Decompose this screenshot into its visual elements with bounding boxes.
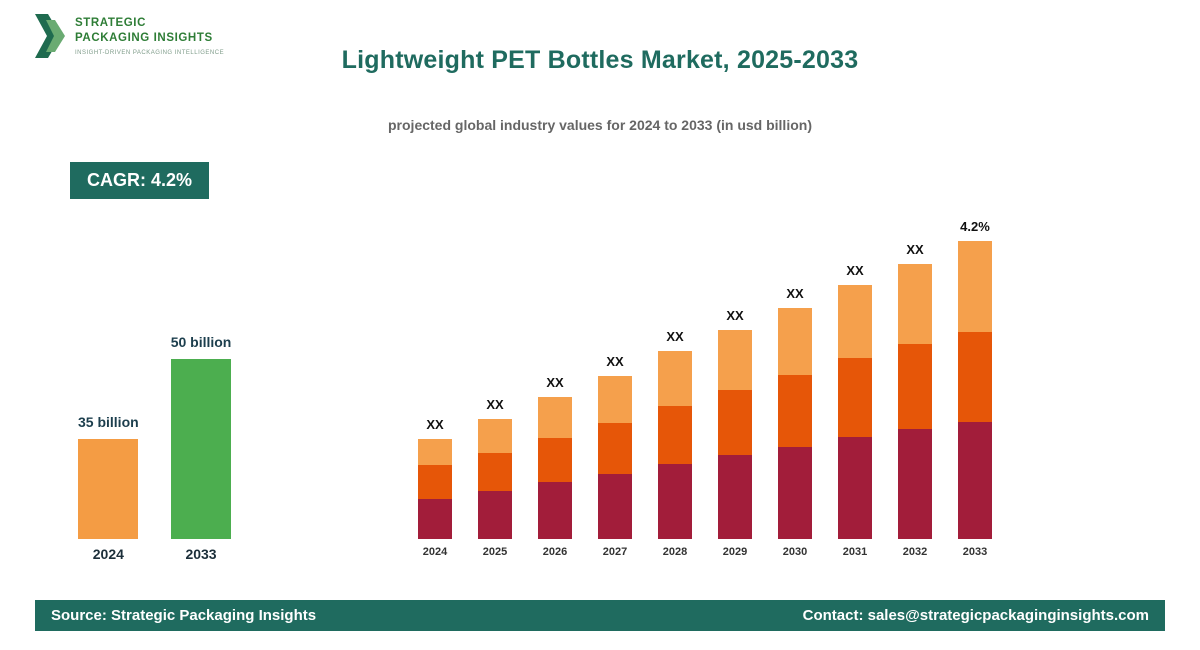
stacked-bar [778, 308, 812, 539]
logo-chevron-icon [35, 14, 65, 58]
segment-bottom [478, 491, 512, 539]
stacked-bar [598, 376, 632, 539]
stacked-bar-chart: XX 2024 XX 2025 XX 2026 XX 2027 XX 2028 XX 2029 XX 20… [418, 219, 992, 558]
stacked-bar-column: XX 2032 [898, 242, 932, 558]
axis-year-label: 2029 [722, 546, 748, 558]
stacked-bar [898, 264, 932, 539]
segment-bottom [658, 464, 692, 539]
segment-middle [538, 438, 572, 482]
segment-middle [598, 423, 632, 474]
stacked-bar-column: XX 2024 [418, 417, 452, 558]
stacked-bar-column: XX 2029 [718, 308, 752, 558]
logo-name-line1: STRATEGIC [75, 17, 146, 30]
segment-bottom [838, 437, 872, 539]
cagr-badge: CAGR: 4.2% [70, 162, 210, 199]
stacked-bar [838, 285, 872, 539]
axis-year-label: 2025 [482, 546, 508, 558]
segment-top [598, 376, 632, 423]
logo-text: STRATEGIC PACKAGING INSIGHTS INSIGHT-DRI… [75, 16, 224, 56]
segment-top [658, 351, 692, 406]
segment-top [718, 330, 752, 390]
bar [171, 359, 232, 539]
bar-value-label: XX [906, 242, 924, 257]
page-title: Lightweight PET Bottles Market, 2025-203… [341, 46, 859, 74]
axis-year-label: 2033 [962, 546, 988, 558]
segment-bottom [898, 429, 932, 539]
segment-top [538, 397, 572, 438]
segment-top [778, 308, 812, 375]
segment-middle [898, 344, 932, 429]
bar-value-label: XX [666, 329, 684, 344]
footer-bar: Source: Strategic Packaging Insights Con… [35, 600, 1165, 631]
segment-middle [478, 453, 512, 491]
stacked-bar [418, 439, 452, 539]
stacked-bar-column: XX 2028 [658, 329, 692, 558]
bar-value-label: XX [546, 375, 564, 390]
stacked-bar-column: XX 2027 [598, 354, 632, 558]
stacked-bar [538, 397, 572, 539]
axis-year-label: 2024 [422, 546, 448, 558]
segment-bottom [538, 482, 572, 539]
stacked-bar-column: 4.2% 2033 [958, 219, 992, 558]
axis-year-label: 2031 [842, 546, 868, 558]
segment-middle [718, 390, 752, 455]
page-subtitle: projected global industry values for 202… [388, 117, 812, 133]
segment-middle [658, 406, 692, 464]
segment-top [898, 264, 932, 344]
segment-bottom [778, 447, 812, 539]
brand-logo: STRATEGIC PACKAGING INSIGHTS INSIGHT-DRI… [35, 13, 224, 59]
segment-bottom [418, 499, 452, 539]
segment-top [418, 439, 452, 465]
segment-middle [838, 358, 872, 437]
axis-year-label: 2028 [662, 546, 688, 558]
axis-year-label: 2032 [902, 546, 928, 558]
segment-bottom [718, 455, 752, 539]
axis-year-label: 2026 [542, 546, 568, 558]
bar-value-label: XX [846, 263, 864, 278]
bar-value-label: 35 billion [78, 414, 139, 430]
bar-value-label: XX [426, 417, 444, 432]
logo-name-line2: PACKAGING INSIGHTS [75, 32, 213, 44]
bar-value-label: XX [606, 354, 624, 369]
footer-source: Source: Strategic Packaging Insights [51, 607, 317, 624]
segment-middle [778, 375, 812, 447]
stacked-bar-column: XX 2031 [838, 263, 872, 558]
segment-bottom [598, 474, 632, 539]
mini-chart-column: 35 billion 2024 [78, 414, 139, 562]
mini-chart-column: 50 billion 2033 [171, 334, 232, 562]
stacked-bar-column: XX 2030 [778, 286, 812, 558]
stacked-bar [658, 351, 692, 539]
bar-value-label: 50 billion [170, 334, 232, 350]
bar [78, 439, 139, 539]
axis-year-label: 2024 [92, 546, 124, 562]
bar-value-label: XX [726, 308, 744, 323]
logo-tagline: INSIGHT-DRIVEN PACKAGING INTELLIGENCE [75, 49, 225, 56]
stacked-bar-column: XX 2025 [478, 397, 512, 558]
footer-contact: Contact: sales@strategicpackaginginsight… [802, 607, 1149, 624]
segment-middle [958, 332, 992, 422]
bar-value-label: 4.2% [960, 219, 990, 234]
stacked-bar [478, 419, 512, 539]
summary-bar-chart: 35 billion 2024 50 billion 2033 [78, 334, 231, 562]
segment-top [478, 419, 512, 453]
segment-top [838, 285, 872, 358]
segment-middle [418, 465, 452, 499]
axis-year-label: 2033 [185, 546, 217, 562]
axis-year-label: 2030 [782, 546, 808, 558]
stacked-bar [958, 241, 992, 539]
segment-bottom [958, 422, 992, 539]
segment-top [958, 241, 992, 332]
bar-value-label: XX [486, 397, 504, 412]
bar-value-label: XX [786, 286, 804, 301]
stacked-bar [718, 330, 752, 539]
stacked-bar-column: XX 2026 [538, 375, 572, 558]
axis-year-label: 2027 [602, 546, 628, 558]
